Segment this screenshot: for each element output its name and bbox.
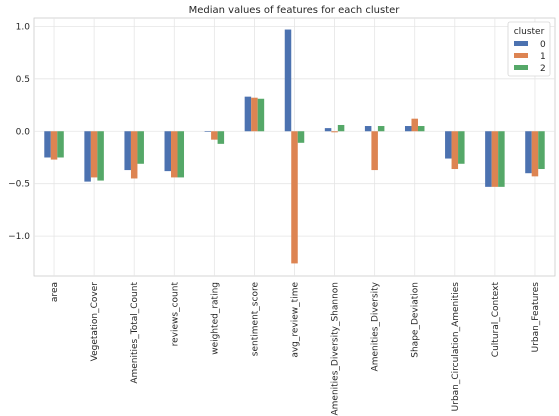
legend: cluster 0 1 2 (507, 21, 551, 77)
bar (458, 131, 465, 164)
bar (130, 131, 138, 179)
bar (90, 131, 98, 178)
bar (371, 131, 378, 171)
y-tick-label: −1.0 (8, 232, 30, 242)
x-axis: area Vegetation_Cover Amenities_Total_Coun… (50, 281, 541, 415)
x-tick-label: sentiment_score (250, 282, 260, 357)
bar (297, 131, 305, 143)
bar (257, 98, 265, 132)
y-tick-label: 0.0 (16, 127, 31, 137)
y-tick-label: −0.5 (8, 180, 30, 190)
bars (44, 29, 545, 264)
x-tick-label: Amenities_Diversity (371, 281, 381, 371)
bar (137, 131, 144, 164)
legend-label: 0 (540, 40, 546, 50)
bar (404, 126, 412, 132)
bar (204, 131, 212, 132)
bar (337, 124, 345, 132)
bar (97, 131, 104, 181)
x-tick-label: Amenities_Diversity_Shannon (331, 282, 341, 416)
bar (244, 96, 252, 132)
legend-swatch (514, 41, 528, 46)
bar (411, 118, 418, 132)
x-tick-label: Urban_Circulation_Amenities (451, 282, 461, 412)
x-tick-label: Shape_Deviation (411, 282, 421, 358)
bar (538, 131, 545, 170)
bar (417, 126, 425, 132)
bar (498, 131, 505, 187)
bar (485, 131, 492, 187)
chart-title: Median values of features for each clust… (189, 5, 401, 16)
bar (84, 131, 91, 182)
x-tick-label: weighted_rating (210, 282, 220, 355)
bar (124, 131, 131, 171)
y-tick-label: 0.5 (16, 75, 30, 85)
bar (177, 131, 185, 178)
bar (211, 131, 218, 140)
bar (364, 126, 372, 132)
x-tick-label: Vegetation_Cover (90, 282, 100, 362)
bar (451, 131, 459, 170)
bar (291, 131, 298, 264)
x-tick-label: Cultural_Context (491, 282, 501, 358)
bar (324, 128, 332, 132)
bar (331, 131, 338, 133)
bar (44, 131, 51, 158)
x-tick-label: reviews_count (170, 282, 180, 347)
bar (171, 131, 178, 178)
legend-box (507, 21, 551, 77)
legend-swatch (514, 53, 528, 58)
bar (525, 131, 532, 174)
x-tick-label: area (50, 282, 60, 302)
bar (377, 126, 385, 132)
bar (217, 131, 225, 144)
legend-title: cluster (514, 27, 545, 37)
x-tick-label: Amenities_Total_Count (130, 282, 140, 384)
x-tick-label: avg_review_time (291, 282, 301, 358)
legend-swatch (514, 65, 528, 70)
y-tick-label: 1.0 (16, 22, 31, 32)
legend-label: 1 (540, 52, 546, 62)
bar (164, 131, 172, 172)
x-tick-label: Urban_Features (531, 282, 541, 353)
bar (251, 97, 258, 132)
legend-label: 2 (540, 64, 546, 74)
bar (445, 131, 452, 159)
y-axis: 1.0 0.5 0.0 −0.5 −1.0 (8, 22, 30, 242)
bar (491, 131, 499, 187)
bar (50, 131, 58, 160)
bar (284, 29, 292, 132)
bar (57, 131, 64, 158)
bar (531, 131, 539, 177)
